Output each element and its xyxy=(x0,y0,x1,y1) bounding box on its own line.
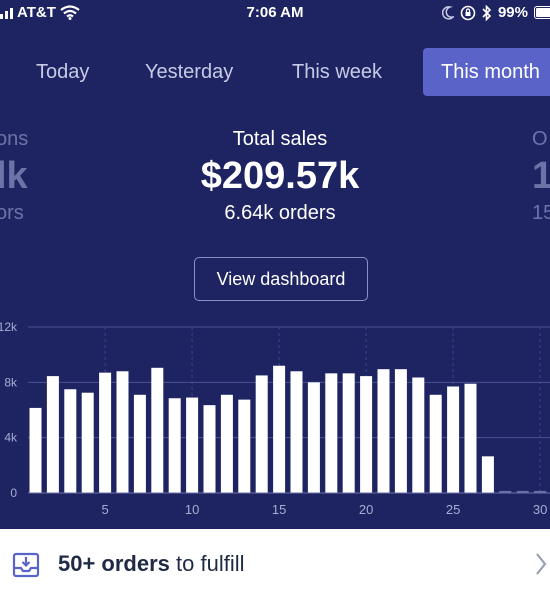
status-left: AT&T xyxy=(0,4,80,21)
stat-sub: 15 xyxy=(532,202,550,224)
tab-yesterday[interactable]: Yesterday xyxy=(145,61,234,83)
bar-day-22 xyxy=(394,369,407,493)
fulfill-text: 50+ orders to fulfill xyxy=(58,551,245,577)
stat-value: lk xyxy=(0,155,28,197)
bar-day-4 xyxy=(81,392,94,493)
stat-sub: ors xyxy=(0,202,24,224)
y-tick-label: 8k xyxy=(4,375,18,389)
sales-bar-chart: 0 4k 8k 12k 5 10 15 20 25 30 xyxy=(0,320,550,517)
bar-day-16 xyxy=(290,371,303,493)
bar-day-26 xyxy=(464,383,477,493)
clock: 7:06 AM xyxy=(246,4,304,21)
bar-day-8 xyxy=(151,367,164,493)
bar-day-24 xyxy=(429,394,442,493)
carrier: AT&T xyxy=(17,4,56,21)
status-bar: AT&T 7:06 AM 99% xyxy=(0,0,550,26)
tab-today[interactable]: Today xyxy=(36,61,90,83)
x-tick-label: 15 xyxy=(272,502,286,517)
tab-this-month[interactable]: This month xyxy=(423,48,550,96)
inbox-download-icon xyxy=(12,552,40,578)
stat-card-total-sales[interactable]: Total sales $209.57k 6.64k orders xyxy=(130,128,430,225)
bar-day-17 xyxy=(307,382,320,493)
x-tick-label: 25 xyxy=(446,502,460,517)
x-tick-label: 5 xyxy=(101,502,108,517)
bar-day-25 xyxy=(447,386,460,493)
wifi-icon xyxy=(60,5,80,20)
y-tick-label: 12k xyxy=(0,320,18,334)
y-tick-label: 4k xyxy=(4,431,18,445)
fulfill-suffix: to fulfill xyxy=(169,551,245,576)
bar-day-30 xyxy=(534,490,547,493)
bar-day-21 xyxy=(377,369,390,493)
lock-rotation-icon xyxy=(460,5,476,20)
stat-sub: 6.64k orders xyxy=(224,202,336,224)
y-tick-label: 0 xyxy=(10,486,17,500)
bar-day-2 xyxy=(46,376,59,493)
bar-day-18 xyxy=(325,373,338,493)
bar-day-20 xyxy=(360,376,373,493)
status-right: 99% xyxy=(441,4,550,21)
stat-label: ons xyxy=(0,128,29,150)
stat-label: O xyxy=(532,128,548,150)
stat-value: $209.57k xyxy=(200,155,360,197)
view-dashboard-button[interactable]: View dashboard xyxy=(194,257,368,301)
bar-day-3 xyxy=(64,389,77,493)
x-tick-label: 30 xyxy=(533,502,547,517)
stat-card-next: O 1 15 xyxy=(532,128,550,225)
bar-day-13 xyxy=(238,399,251,493)
signal-icon xyxy=(0,7,13,19)
bar-day-11 xyxy=(203,405,216,493)
battery-percent: 99% xyxy=(497,4,528,21)
bar-day-19 xyxy=(342,373,355,493)
bar-day-23 xyxy=(412,377,425,493)
period-tabs: Today Yesterday This week This month xyxy=(0,48,550,96)
bar-day-1 xyxy=(29,407,42,493)
fulfill-count: 50+ orders xyxy=(58,551,170,576)
bar-day-14 xyxy=(255,375,268,493)
bar-day-5 xyxy=(99,372,112,493)
x-tick-label: 10 xyxy=(185,502,199,517)
bar-day-29 xyxy=(516,490,529,493)
stat-card-previous: ons lk ors xyxy=(0,128,28,225)
stat-label: Total sales xyxy=(232,128,328,150)
bar-day-6 xyxy=(116,371,129,493)
bar-day-27 xyxy=(481,456,494,493)
stat-value: 1 xyxy=(532,155,550,197)
bluetooth-icon xyxy=(482,4,492,21)
bar-day-12 xyxy=(220,394,233,493)
bar-day-10 xyxy=(186,397,199,493)
moon-icon xyxy=(441,5,454,20)
x-tick-label: 20 xyxy=(359,502,373,517)
battery-icon xyxy=(534,6,550,19)
bar-day-7 xyxy=(133,394,146,493)
bar-day-15 xyxy=(273,365,286,493)
tab-this-week[interactable]: This week xyxy=(292,61,383,83)
bar-day-28 xyxy=(499,490,512,493)
orders-to-fulfill-row[interactable]: 50+ orders to fulfill xyxy=(0,529,550,600)
bar-day-9 xyxy=(168,398,181,493)
chevron-right-icon xyxy=(536,553,547,575)
